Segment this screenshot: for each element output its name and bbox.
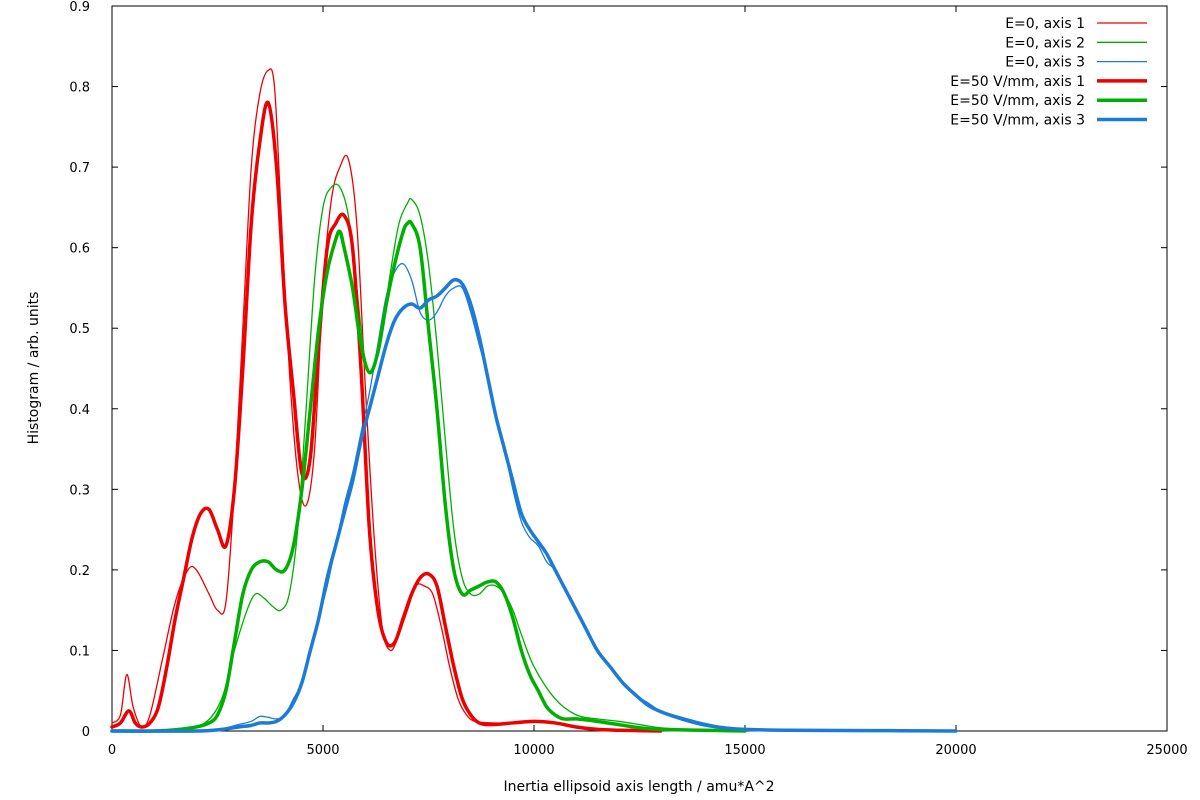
series-line-1 (111, 68, 662, 732)
series-layer (110, 68, 958, 733)
series-line-4 (110, 100, 663, 733)
y-axis-title: Histogram / arb. units (26, 292, 42, 445)
x-axis: 0 5000 10000 15000 20000 25000 (108, 6, 1188, 758)
y-axis: 0 0.1 0.2 0.3 0.4 0.5 0.6 0.7 0.8 0.9 (69, 0, 1167, 740)
y-tick-label: 0.5 (69, 322, 90, 337)
x-tick-label: 25000 (1146, 743, 1187, 758)
series-line-3 (111, 262, 957, 732)
legend-label: E=0, axis 2 (1005, 35, 1085, 51)
legend-label: E=0, axis 1 (1005, 16, 1085, 32)
series-line-5 (110, 219, 747, 733)
x-tick-label: 0 (108, 743, 116, 758)
y-tick-label: 0.4 (69, 403, 90, 418)
legend-label: E=50 V/mm, axis 2 (950, 93, 1085, 109)
y-tick-label: 0.6 (69, 242, 90, 257)
series-line-2 (111, 183, 746, 732)
x-tick-label: 10000 (513, 743, 554, 758)
y-tick-label: 0 (82, 725, 90, 740)
y-tick-label: 0.9 (69, 0, 90, 15)
x-tick-label: 15000 (724, 743, 765, 758)
y-tick-label: 0.3 (69, 483, 90, 498)
series-line-6 (110, 277, 958, 733)
y-tick-label: 0.7 (69, 161, 90, 176)
legend: E=0, axis 1 E=0, axis 2 E=0, axis 3 E=50 V/… (950, 16, 1147, 129)
legend-label: E=50 V/mm, axis 1 (950, 74, 1085, 90)
legend-label: E=50 V/mm, axis 3 (950, 113, 1085, 129)
x-axis-title: Inertia ellipsoid axis length / amu*A^2 (503, 779, 774, 795)
y-tick-label: 0.2 (69, 564, 90, 579)
y-tick-label: 0.1 (69, 644, 90, 659)
x-tick-label: 5000 (306, 743, 339, 758)
legend-label: E=0, axis 3 (1005, 55, 1085, 71)
y-tick-label: 0.8 (69, 81, 90, 96)
x-tick-label: 20000 (935, 743, 976, 758)
